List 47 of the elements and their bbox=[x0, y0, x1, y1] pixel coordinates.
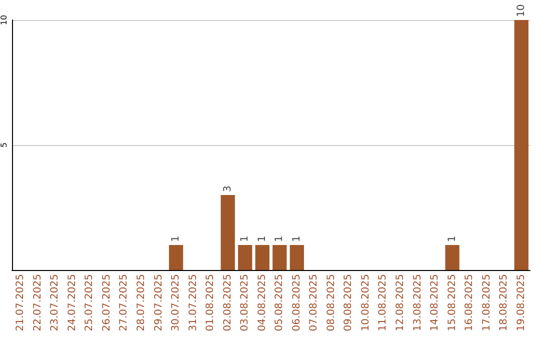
data-label: 1 bbox=[256, 236, 268, 242]
x-tick-label: 18.08.2025 bbox=[498, 274, 510, 332]
x-tick-label: 24.07.2025 bbox=[66, 274, 78, 332]
x-tick-label: 16.08.2025 bbox=[464, 274, 476, 332]
x-tick-label: 01.08.2025 bbox=[205, 274, 216, 332]
bar bbox=[238, 245, 252, 270]
bar bbox=[290, 245, 304, 270]
y-tick-label: 5 bbox=[0, 142, 8, 148]
x-tick-label: 02.08.2025 bbox=[222, 274, 234, 332]
data-label: 1 bbox=[240, 236, 251, 242]
x-tick-label: 30.07.2025 bbox=[170, 274, 182, 332]
x-tick-label: 22.07.2025 bbox=[32, 274, 44, 332]
bar bbox=[168, 245, 184, 270]
data-label: 1 bbox=[446, 236, 458, 242]
data-label: 1 bbox=[274, 236, 286, 242]
x-tick-label: 27.07.2025 bbox=[118, 274, 130, 332]
x-tick-label: 31.07.2025 bbox=[188, 274, 199, 332]
x-tick-label: 03.08.2025 bbox=[240, 274, 251, 332]
data-label: 1 bbox=[291, 236, 302, 242]
x-tick-label: 23.07.2025 bbox=[50, 274, 61, 332]
x-tick-label: 19.08.2025 bbox=[516, 274, 527, 332]
bar bbox=[220, 195, 235, 270]
bar bbox=[255, 245, 270, 270]
data-label: 3 bbox=[222, 186, 234, 192]
x-tick-label: 28.07.2025 bbox=[136, 274, 147, 332]
bar bbox=[272, 245, 287, 270]
x-tick-label: 21.07.2025 bbox=[15, 274, 26, 332]
x-tick-label: 06.08.2025 bbox=[291, 274, 302, 332]
data-label: 1 bbox=[170, 236, 182, 242]
x-tick-label: 08.08.2025 bbox=[326, 274, 337, 332]
x-tick-label: 12.08.2025 bbox=[395, 274, 406, 332]
x-tick-label: 05.08.2025 bbox=[274, 274, 286, 332]
x-tick-label: 13.08.2025 bbox=[412, 274, 424, 332]
x-tick-label: 09.08.2025 bbox=[343, 274, 354, 332]
x-tick-label: 11.08.2025 bbox=[378, 274, 389, 332]
x-tick-label: 25.07.2025 bbox=[84, 274, 96, 332]
x-tick-label: 04.08.2025 bbox=[256, 274, 268, 332]
data-label: 10 bbox=[516, 4, 527, 17]
x-tick-label: 17.08.2025 bbox=[481, 274, 492, 332]
x-tick-label: 07.08.2025 bbox=[308, 274, 320, 332]
bar bbox=[445, 245, 460, 270]
x-tick-label: 10.08.2025 bbox=[360, 274, 372, 332]
x-tick-label: 15.08.2025 bbox=[446, 274, 458, 332]
bar bbox=[514, 20, 528, 270]
x-tick-label: 26.07.2025 bbox=[101, 274, 112, 332]
x-tick-label: 14.08.2025 bbox=[430, 274, 441, 332]
x-tick-label: 29.07.2025 bbox=[153, 274, 164, 332]
